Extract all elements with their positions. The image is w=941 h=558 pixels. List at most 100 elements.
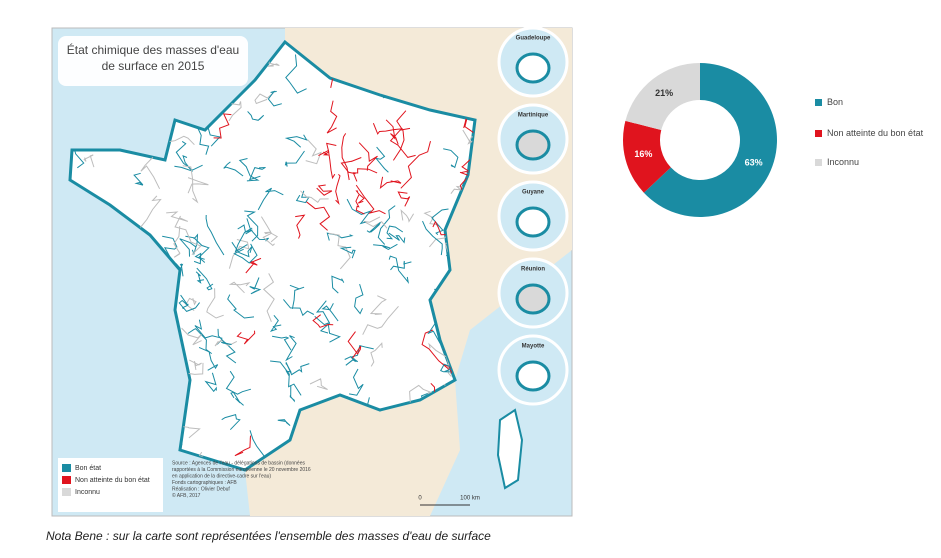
- river: [217, 328, 232, 345]
- legend-label: Inconnu: [827, 157, 860, 167]
- insets: Guadeloupe Martinique Guyane Réunion Mayotte: [497, 26, 569, 406]
- legend-item: Inconnu: [815, 157, 925, 167]
- river: [388, 255, 410, 284]
- source-line: Source : Agences de l'eau - délégations …: [172, 460, 305, 466]
- legend-box: [58, 458, 163, 512]
- legend-item: Bon: [815, 97, 925, 107]
- river: [228, 101, 242, 122]
- river: [321, 303, 339, 322]
- river: [461, 155, 475, 191]
- donut-chart: 63% 16% 21%: [623, 62, 777, 217]
- river: [166, 211, 189, 222]
- river: [409, 384, 433, 404]
- river: [267, 90, 282, 107]
- island: [515, 360, 551, 392]
- river: [350, 344, 374, 363]
- river: [179, 238, 196, 257]
- river: [373, 243, 398, 250]
- river: [355, 190, 365, 204]
- river: [326, 100, 338, 134]
- river: [355, 194, 365, 215]
- map-title: État chimique des masses d'eau: [67, 42, 239, 57]
- river: [175, 140, 203, 171]
- river: [312, 314, 334, 328]
- river: [421, 329, 450, 370]
- river: [431, 208, 449, 236]
- river: [231, 241, 253, 258]
- island: [515, 283, 551, 315]
- legend-swatch: [815, 159, 822, 166]
- river: [422, 220, 443, 256]
- river: [289, 385, 295, 403]
- island: [515, 206, 551, 238]
- river: [228, 239, 250, 269]
- river: [195, 271, 205, 284]
- river: [267, 60, 280, 67]
- river: [140, 195, 162, 228]
- river: [400, 140, 431, 189]
- river: [315, 300, 331, 334]
- river: [230, 391, 244, 406]
- source-line: Réalisation : Olivier Debuf: [172, 486, 230, 492]
- river: [354, 283, 364, 315]
- river: [223, 161, 244, 177]
- legend-swatch: [62, 488, 71, 496]
- river: [236, 330, 256, 345]
- river: [162, 235, 178, 261]
- legend-swatch: [815, 99, 822, 106]
- island: [515, 52, 551, 84]
- river: [257, 187, 284, 211]
- island: [515, 129, 551, 161]
- river: [463, 118, 475, 134]
- river: [390, 260, 412, 271]
- river: [272, 335, 292, 351]
- river: [379, 176, 402, 190]
- slice-label: 63%: [745, 158, 763, 168]
- inset-label: Réunion: [521, 267, 545, 273]
- river: [180, 294, 200, 312]
- river: [181, 327, 202, 346]
- river: [269, 314, 282, 332]
- river: [347, 331, 362, 359]
- river: [133, 172, 144, 186]
- note: Nota Bene : sur la carte sont représenté…: [46, 529, 491, 543]
- inset-label: Guyane: [522, 190, 545, 196]
- river: [285, 54, 307, 94]
- river: [366, 222, 381, 233]
- scale-label: 100 km: [460, 496, 480, 502]
- legend-label: Non atteinte du bon état: [75, 477, 150, 484]
- slice-label: 16%: [634, 149, 652, 159]
- river: [374, 146, 389, 173]
- river: [233, 243, 258, 264]
- river: [443, 148, 459, 169]
- river: [289, 284, 305, 309]
- river: [318, 149, 336, 180]
- river: [194, 319, 223, 339]
- river: [295, 214, 306, 239]
- river: [362, 305, 399, 335]
- river: [349, 368, 364, 396]
- river: [295, 190, 310, 204]
- river: [377, 205, 396, 245]
- river: [341, 133, 350, 181]
- source-line: Fonds cartographiques : AFB: [172, 480, 237, 486]
- corsica: [496, 408, 524, 490]
- neighbors: [245, 28, 572, 516]
- map: État chimique des masses d'eau de surfac…: [51, 26, 573, 517]
- inset-label: Guadeloupe: [516, 36, 551, 42]
- river: [205, 214, 225, 256]
- inset-label: Martinique: [518, 113, 549, 119]
- inset-label: Mayotte: [522, 344, 545, 350]
- river: [340, 157, 362, 175]
- river: [246, 218, 269, 242]
- title-box: [58, 36, 248, 86]
- river: [238, 158, 260, 182]
- river: [213, 113, 232, 139]
- scale-label: 0: [418, 496, 422, 502]
- legend-swatch: [62, 464, 71, 472]
- legend-label: Bon: [827, 97, 844, 107]
- river: [423, 210, 441, 227]
- river: [283, 299, 315, 317]
- legend-swatch: [62, 476, 71, 484]
